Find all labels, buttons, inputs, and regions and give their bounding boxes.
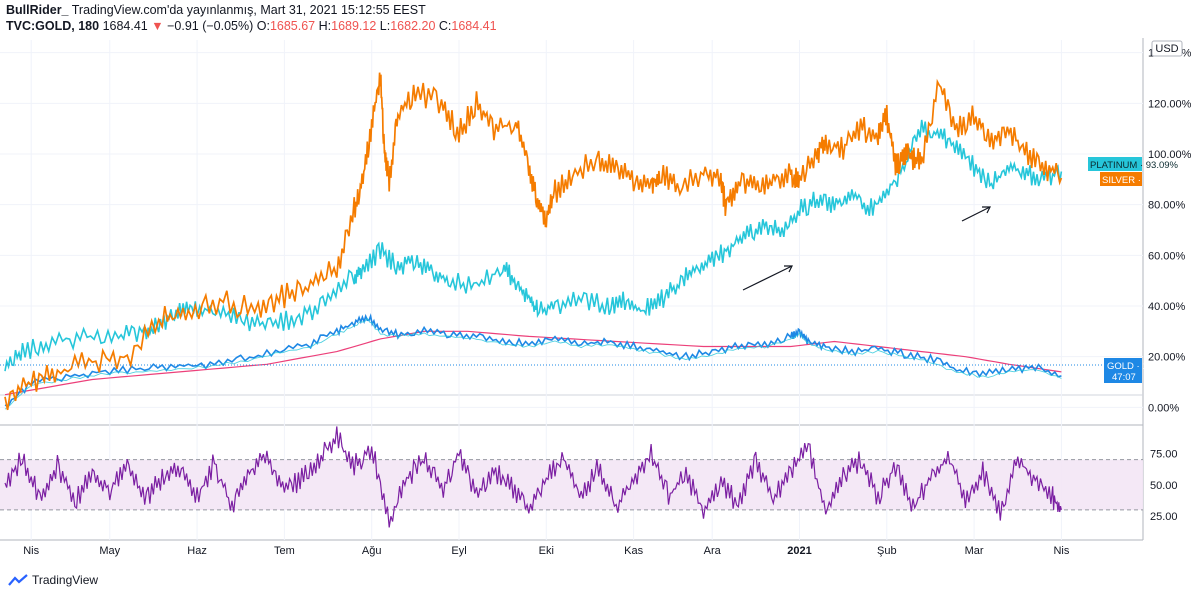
x-tick-label: Kas	[624, 545, 643, 557]
close-value: 1684.41	[451, 19, 497, 33]
y-tick-label: 80.00%	[1148, 200, 1186, 212]
author-name[interactable]: BullRider_	[6, 3, 69, 17]
rsi-tick-label: 50.00	[1150, 480, 1178, 492]
y-tick-label: 40.00%	[1148, 301, 1186, 313]
currency-box[interactable]	[1151, 40, 1183, 57]
x-tick-label: Ağu	[362, 545, 382, 557]
x-tick-label: Şub	[877, 545, 897, 557]
platinum-tag-label: PLATINUM · 93.09%	[1090, 160, 1179, 171]
gold-line	[4, 313, 1062, 408]
x-tick-label: Eki	[539, 545, 554, 557]
x-tick-label: Nis	[23, 545, 39, 557]
y-tick-label: 20.00%	[1148, 352, 1186, 364]
price-change: −0.91 (−0.05%)	[167, 19, 254, 33]
gold-ma-line	[4, 330, 1062, 396]
silver-value-tag: SILVER · 90.54%	[1100, 172, 1176, 186]
gold-value-tag: GOLD · 12.39% 47:07	[1104, 358, 1175, 383]
annotation-arrow-1[interactable]	[742, 265, 793, 291]
x-tick-label: Haz	[187, 545, 207, 557]
y-tick-label: 60.00%	[1148, 250, 1186, 262]
currency-label: USD	[1155, 43, 1178, 55]
tradingview-logo-icon	[8, 574, 28, 586]
platinum-line	[4, 119, 1063, 372]
ohlc-line: TVC:GOLD, 180 1684.41 ▼ −0.91 (−0.05%) O…	[6, 19, 497, 33]
x-tick-label: Mar	[965, 545, 984, 557]
high-value: 1689.12	[331, 19, 377, 33]
x-tick-label: Nis	[1053, 545, 1069, 557]
silver-tag-label: SILVER · 90.54%	[1102, 175, 1176, 186]
close-label: C:	[438, 19, 452, 33]
rsi-tick-label: 75.00	[1150, 448, 1178, 460]
published-text: TradingView.com'da yayınlanmış, Mart 31,…	[71, 3, 426, 17]
gold-tag-label: GOLD · 12.39%	[1107, 361, 1175, 372]
annotation-arrow-2[interactable]	[961, 206, 991, 222]
x-tick-label: May	[99, 545, 120, 557]
silver-line	[4, 72, 1063, 411]
symbol-label[interactable]: TVC:GOLD, 180	[6, 19, 100, 33]
down-arrow-icon: ▼	[151, 19, 164, 33]
gold-fast-ma-line	[4, 317, 1062, 410]
y-tick-label: 0.00%	[1148, 402, 1179, 414]
brand-name: TradingView	[32, 573, 99, 587]
low-label: L:	[379, 19, 391, 33]
y-tick-label: 100.00%	[1148, 149, 1192, 161]
open-value: 1685.67	[269, 19, 316, 33]
x-tick-label: Tem	[274, 545, 295, 557]
x-tick-label: Ara	[704, 545, 722, 557]
low-value: 1682.20	[390, 19, 436, 33]
x-tick-label: Eyl	[451, 545, 466, 557]
rsi-line	[4, 426, 1062, 528]
gold-tag-countdown: 47:07	[1112, 372, 1136, 383]
open-label: O:	[256, 19, 270, 33]
y-tick-label: 120.00%	[1148, 98, 1192, 110]
rsi-tick-label: 25.00	[1150, 511, 1178, 523]
platinum-value-tag: PLATINUM · 93.09%	[1088, 157, 1179, 171]
high-label: H:	[318, 19, 332, 33]
last-price: 1684.41	[102, 19, 148, 33]
publish-line: BullRider_ TradingView.com'da yayınlanmı…	[6, 3, 426, 17]
tradingview-brand[interactable]: TradingView	[8, 573, 98, 587]
x-tick-label: 2021	[787, 545, 811, 557]
